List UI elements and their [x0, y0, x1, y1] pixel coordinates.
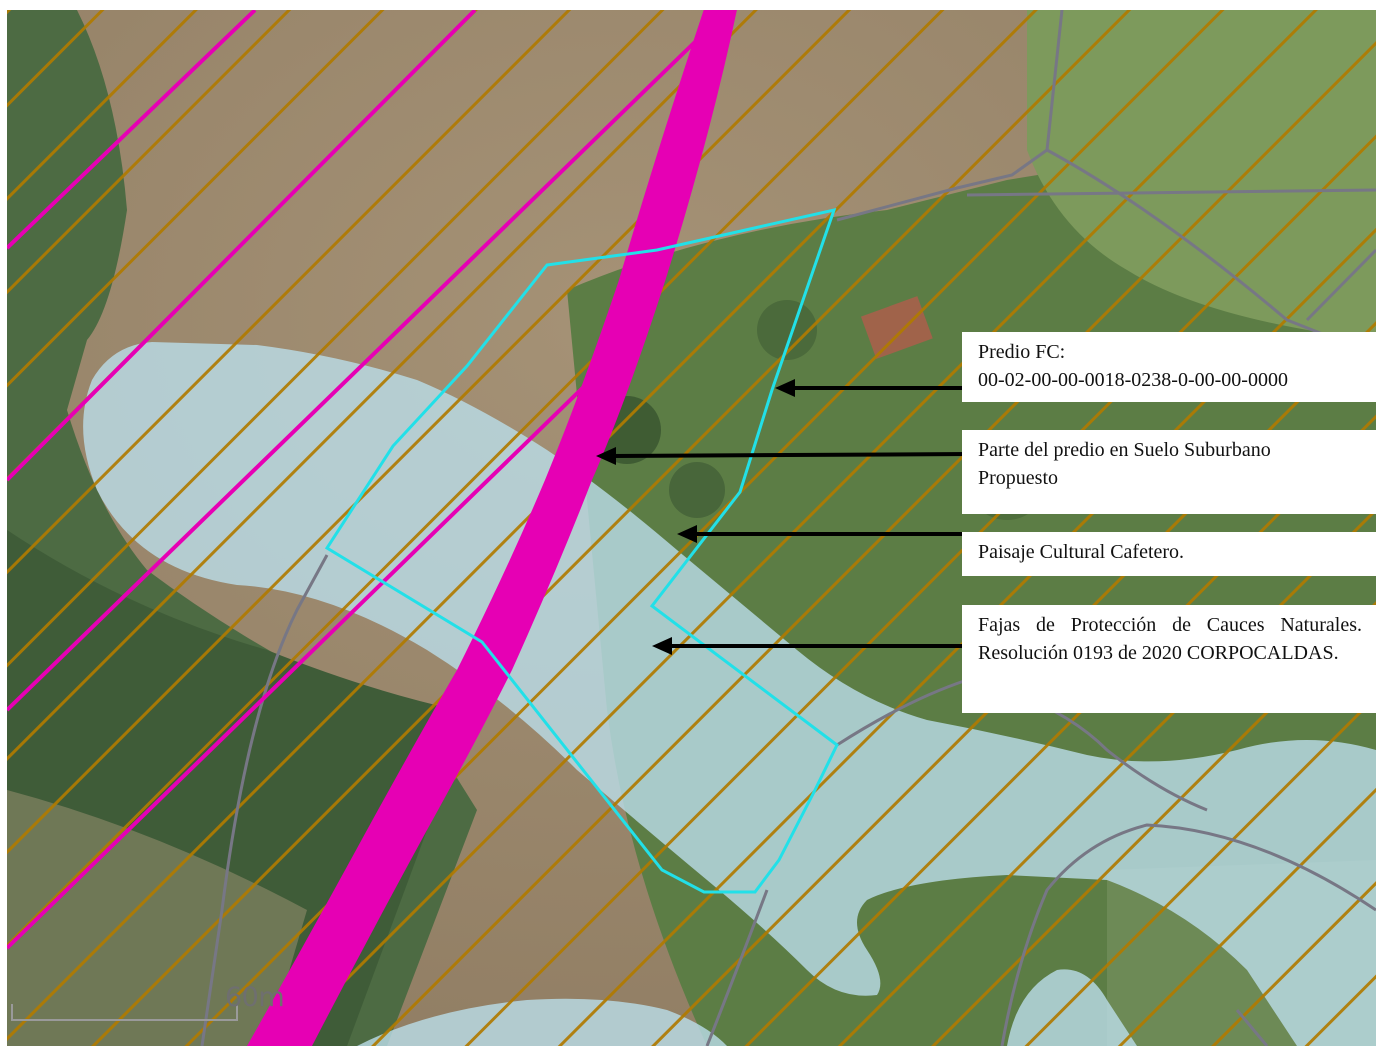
map-canvas[interactable]: [7, 10, 1376, 1046]
callout-suburbano-line-1: Parte del predio en Suelo Suburbano: [978, 439, 1271, 461]
arrow-left-icon: [677, 525, 697, 543]
leader-arrows: [596, 379, 970, 655]
arrow-left-icon: [611, 452, 970, 458]
callout-paisaje-line-1: Paisaje Cultural Cafetero.: [978, 541, 1185, 563]
road-network-lines: [7, 10, 699, 950]
callout-predio-line-1: Predio FC:: [978, 341, 1066, 363]
callout-suburbano: Parte del predio en Suelo Suburbano Prop…: [962, 430, 1376, 514]
callout-suburbano-line-2: Propuesto: [978, 467, 1058, 489]
parcel-outline: [324, 207, 839, 894]
callout-predio: Predio FC: 00-02-00-00-0018-0238-0-00-00…: [962, 332, 1376, 402]
scale-bar-label: 60m: [225, 982, 285, 1013]
main-road: [247, 10, 737, 1046]
scale-bar: [11, 1004, 238, 1021]
boundary-lines: [200, 10, 1376, 1046]
arrow-left-icon: [596, 447, 616, 465]
callout-fajas: Fajas de Protección de Cauces Naturales.…: [962, 605, 1376, 713]
map-view[interactable]: Predio FC: 00-02-00-00-0018-0238-0-00-00…: [7, 10, 1376, 1046]
callout-predio-line-2: 00-02-00-00-0018-0238-0-00-00-0000: [978, 369, 1288, 391]
callout-paisaje: Paisaje Cultural Cafetero.: [962, 532, 1376, 576]
arrow-left-icon: [775, 379, 795, 397]
callout-fajas-text: Fajas de Protección de Cauces Naturales.…: [978, 614, 1362, 664]
arrow-left-icon: [652, 637, 672, 655]
